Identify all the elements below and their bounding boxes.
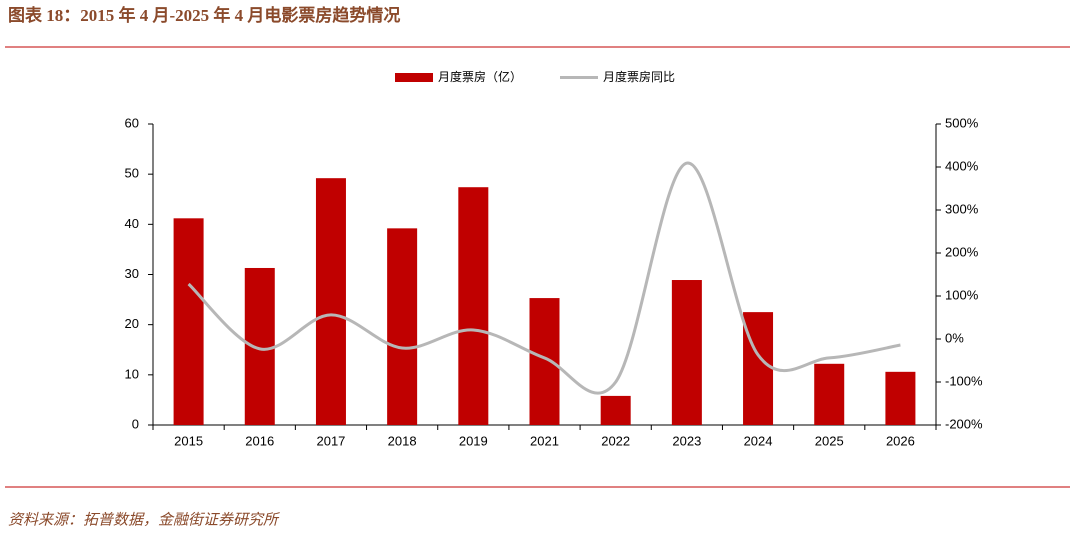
x-tick-label: 2026 bbox=[886, 433, 915, 448]
y2-tick-label: 300% bbox=[945, 201, 979, 216]
legend-label: 月度票房（亿） bbox=[438, 69, 522, 84]
legend-swatch bbox=[395, 73, 433, 82]
x-tick-label: 2017 bbox=[316, 433, 345, 448]
line bbox=[187, 161, 901, 395]
y-tick-label: 30 bbox=[125, 266, 139, 281]
bar bbox=[458, 187, 489, 425]
y2-tick-label: -100% bbox=[945, 373, 983, 388]
y2-tick-label: 200% bbox=[945, 244, 979, 259]
bar bbox=[529, 298, 560, 425]
bar bbox=[173, 218, 204, 425]
y-tick-label: 60 bbox=[125, 115, 139, 130]
x-tick-label: 2024 bbox=[744, 433, 773, 448]
x-tick-label: 2016 bbox=[245, 433, 274, 448]
y-tick-label: 50 bbox=[125, 166, 139, 181]
bar bbox=[885, 371, 916, 425]
x-tick-label: 2018 bbox=[388, 433, 417, 448]
x-tick-label: 2025 bbox=[815, 433, 844, 448]
x-tick-label: 2022 bbox=[601, 433, 630, 448]
x-tick-label: 2023 bbox=[672, 433, 701, 448]
y2-tick-label: 500% bbox=[945, 115, 979, 130]
legend-label: 月度票房同比 bbox=[603, 69, 675, 84]
source-note: 资料来源：拓普数据，金融街证券研究所 bbox=[8, 511, 280, 528]
bar bbox=[244, 267, 275, 425]
x-tick-label: 2015 bbox=[174, 433, 203, 448]
y-tick-label: 0 bbox=[132, 416, 139, 431]
bar bbox=[387, 228, 418, 425]
bar bbox=[814, 363, 845, 425]
y2-tick-label: 400% bbox=[945, 158, 979, 173]
x-tick-label: 2021 bbox=[530, 433, 559, 448]
y-tick-label: 10 bbox=[125, 366, 139, 381]
bar bbox=[315, 178, 346, 425]
y2-tick-label: 0% bbox=[945, 330, 964, 345]
x-tick-label: 2019 bbox=[459, 433, 488, 448]
y-tick-label: 20 bbox=[125, 316, 139, 331]
y-tick-label: 40 bbox=[125, 216, 139, 231]
y2-tick-label: 100% bbox=[945, 287, 979, 302]
bar bbox=[671, 280, 702, 425]
chart-title: 图表 18：2015 年 4 月-2025 年 4 月电影票房趋势情况 bbox=[8, 5, 400, 25]
bar bbox=[600, 395, 631, 425]
y2-tick-label: -200% bbox=[945, 416, 983, 431]
